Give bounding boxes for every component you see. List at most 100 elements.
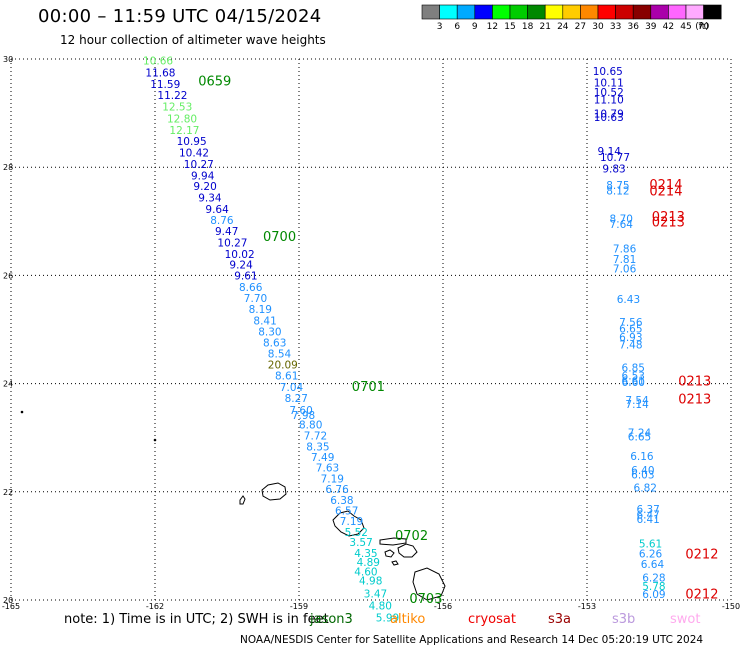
wave-height-value: 9.24 <box>229 260 253 272</box>
pass-time-label: 0212 <box>685 588 718 603</box>
wave-height-value: 7.48 <box>619 340 642 352</box>
legend-swatch <box>509 4 528 20</box>
wave-height-value: 4.98 <box>359 576 382 588</box>
legend-swatch <box>615 4 634 20</box>
wave-height-value: 6.43 <box>617 294 640 306</box>
legend-label: 18 <box>522 22 534 32</box>
wave-height-value: 9.34 <box>198 192 222 204</box>
wave-height-value: 4.89 <box>357 557 380 569</box>
lon-tick-label: -165 <box>2 602 20 611</box>
pass-time-label: 0702 <box>395 529 428 544</box>
legend-label: 3 <box>437 22 443 32</box>
wave-height-value: 6.40 <box>631 465 654 477</box>
lat-tick-label: 28 <box>3 163 13 172</box>
legend-swatch <box>650 4 669 20</box>
wave-height-value: 6.38 <box>330 495 353 507</box>
wave-height-value: 4.35 <box>354 548 377 560</box>
wave-height-value: 10.65 <box>593 66 623 78</box>
lon-tick-label: -159 <box>290 602 308 611</box>
wave-height-value: 7.06 <box>613 263 637 275</box>
wave-height-value: 7.72 <box>304 431 327 443</box>
satellite-track-jason3: 10.6611.6811.5911.2212.5312.8012.1710.95… <box>143 56 399 625</box>
wave-height-value: 7.98 <box>292 410 315 422</box>
wave-height-value: 7.19 <box>321 473 344 485</box>
legend-swatch <box>421 4 440 20</box>
footer-note: note: 1) Time is in UTC; 2) SWH is in fe… <box>64 612 329 627</box>
wave-height-value: 6.28 <box>642 572 665 584</box>
wave-height-value: 6.64 <box>641 559 665 571</box>
wave-height-value: 8.41 <box>253 315 276 327</box>
wave-height-value: 6.82 <box>634 482 657 494</box>
pass-time-label: 0703 <box>409 592 442 607</box>
wave-height-value: 5.78 <box>642 581 665 593</box>
wave-height-value: 9.20 <box>193 181 216 193</box>
wave-height-value: 9.64 <box>205 204 229 216</box>
wave-height-value: 8.75 <box>606 180 629 192</box>
legend-label: 9 <box>472 22 478 32</box>
legend-swatch <box>492 4 511 20</box>
legend-swatch <box>474 4 493 20</box>
footer-credit: NOAA/NESDIS Center for Satellite Applica… <box>240 634 704 646</box>
wave-height-value: 6.47 <box>636 510 659 522</box>
wave-height-value: 6.09 <box>642 589 665 601</box>
lat-tick-label: 20 <box>3 596 13 605</box>
wave-height-value: 6.93 <box>619 332 642 344</box>
lon-tick-label: -162 <box>146 602 164 611</box>
island-lanai <box>384 549 395 558</box>
wave-height-value: 8.30 <box>258 327 281 339</box>
wave-height-value: 4.80 <box>369 600 392 612</box>
legend-swatch <box>544 4 564 20</box>
legend-swatch <box>580 4 599 20</box>
legend-swatch <box>439 4 458 20</box>
wave-height-value: 8.70 <box>610 214 633 226</box>
wave-height-value: 8.54 <box>268 348 292 360</box>
wave-height-value: 7.04 <box>280 382 304 394</box>
wave-height-value: 11.22 <box>157 90 187 102</box>
wave-height-value: 6.60 <box>622 377 645 389</box>
pass-time-label: 0214 <box>649 184 682 199</box>
legend-swatch <box>703 4 722 20</box>
wave-height-value: 6.65 <box>628 432 651 444</box>
wave-height-value: 12.17 <box>169 125 199 137</box>
wave-height-value: 6.26 <box>639 548 663 560</box>
wave-height-value: 4.60 <box>354 566 377 578</box>
pass-time-label: 0701 <box>352 380 385 395</box>
wave-height-value: 7.86 <box>613 243 637 255</box>
wave-height-value: 12.53 <box>162 102 192 114</box>
pass-time-label: 0213 <box>652 215 685 230</box>
wave-height-value: 6.41 <box>636 514 659 526</box>
pass-time-label: 0212 <box>685 547 718 562</box>
wave-height-value: 5.99 <box>376 612 399 624</box>
satellite-label-cryosat: cryosat <box>468 612 516 627</box>
wave-height-value: 6.03 <box>631 469 654 481</box>
wave-height-value: 10.77 <box>600 152 630 164</box>
page-subtitle: 12 hour collection of altimeter wave hei… <box>60 33 326 47</box>
axis-labels: 30 28 26 24 22 20-165 -162 -159 -156 -153 -150 <box>2 55 740 611</box>
island-maui <box>397 543 418 558</box>
wave-height-value: 3.57 <box>349 537 372 549</box>
wave-height-value: 7.70 <box>244 293 267 305</box>
wave-height-value: 6.57 <box>335 506 358 518</box>
wave-height-value: 6.53 <box>622 370 645 382</box>
wave-height-value: 10.95 <box>177 136 207 148</box>
wave-height-value: 9.94 <box>191 170 215 182</box>
lat-tick-label: 22 <box>3 488 13 497</box>
wave-height-value: 8.63 <box>263 337 286 349</box>
legend-swatch <box>527 4 546 20</box>
hawaiian-islands <box>20 410 446 601</box>
pass-time-label: 0213 <box>678 374 711 389</box>
wave-height-value: 6.61 <box>622 375 645 387</box>
wave-height-value: 11.10 <box>594 95 624 107</box>
wave-height-value: 7.63 <box>316 462 339 474</box>
legend-label: 30 <box>592 22 604 32</box>
wave-height-value: 10.42 <box>179 148 209 160</box>
wave-height-value: 11.59 <box>150 79 180 91</box>
wave-height-value: 6.37 <box>636 504 659 516</box>
wave-height-value: 8.19 <box>249 304 272 316</box>
island-kauai <box>261 482 287 501</box>
wave-height-value: 7.60 <box>289 405 312 417</box>
lat-tick-label: 30 <box>3 55 13 64</box>
legend-swatch <box>562 4 581 20</box>
wave-height-value: 10.63 <box>594 112 624 124</box>
